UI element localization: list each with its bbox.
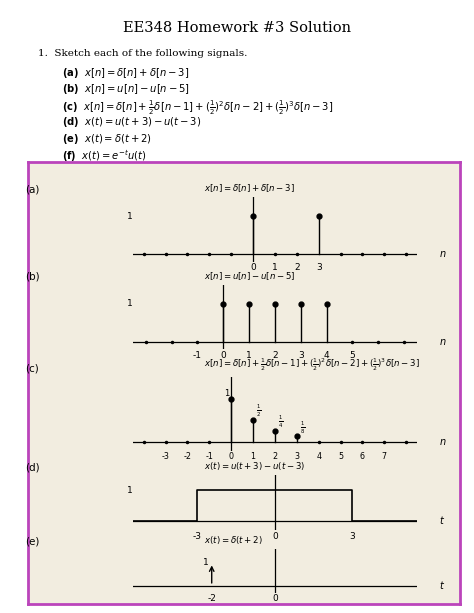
Text: 1.  Sketch each of the following signals.: 1. Sketch each of the following signals. xyxy=(38,49,247,58)
Text: 1: 1 xyxy=(127,212,133,221)
Text: 1: 1 xyxy=(127,300,133,308)
Text: $\frac{1}{2}$: $\frac{1}{2}$ xyxy=(256,403,262,419)
Text: t: t xyxy=(440,581,444,591)
Text: EE348 Homework #3 Solution: EE348 Homework #3 Solution xyxy=(123,21,351,36)
Text: $x(t)=u(t+3)-u(t-3)$: $x(t)=u(t+3)-u(t-3)$ xyxy=(204,460,305,472)
Text: (a): (a) xyxy=(25,184,39,194)
Text: $\mathbf{(d)}$  $x(t) = u(t+3) - u(t-3)$: $\mathbf{(d)}$ $x(t) = u(t+3) - u(t-3)$ xyxy=(62,115,201,129)
Text: (d): (d) xyxy=(25,462,39,472)
Text: (e): (e) xyxy=(25,536,39,546)
Text: $x[n]=\delta[n]+\frac{1}{2}\delta[n-1]+(\frac{1}{2})^2\delta[n-2]+(\frac{1}{2})^: $x[n]=\delta[n]+\frac{1}{2}\delta[n-1]+(… xyxy=(204,357,419,373)
Text: (b): (b) xyxy=(25,272,39,282)
Text: $\frac{1}{8}$: $\frac{1}{8}$ xyxy=(300,419,305,436)
Text: 1: 1 xyxy=(224,389,229,398)
Text: t: t xyxy=(440,516,444,526)
Text: $x[n]=u[n]-u[n-5]$: $x[n]=u[n]-u[n-5]$ xyxy=(204,270,295,282)
Text: $\mathbf{(c)}$  $x[n] = \delta[n] + \frac{1}{2}\delta[n-1] + (\frac{1}{2})^2\del: $\mathbf{(c)}$ $x[n] = \delta[n] + \frac… xyxy=(62,99,333,117)
Text: $\mathbf{(a)}$  $x[n] = \delta[n] + \delta[n-3]$: $\mathbf{(a)}$ $x[n] = \delta[n] + \delt… xyxy=(62,66,189,80)
Text: 1: 1 xyxy=(127,486,133,495)
Text: $\mathbf{(e)}$  $x(t) = \delta(t+2)$: $\mathbf{(e)}$ $x(t) = \delta(t+2)$ xyxy=(62,132,152,146)
Text: $x[n]=\delta[n]+\delta[n-3]$: $x[n]=\delta[n]+\delta[n-3]$ xyxy=(204,183,295,194)
Text: n: n xyxy=(440,249,446,259)
Text: $\mathbf{(b)}$  $x[n] = u[n] - u[n-5]$: $\mathbf{(b)}$ $x[n] = u[n] - u[n-5]$ xyxy=(62,82,190,96)
Text: $x(t)=\delta(t+2)$: $x(t)=\delta(t+2)$ xyxy=(204,535,263,546)
Text: 1: 1 xyxy=(203,558,209,567)
Text: $\frac{1}{4}$: $\frac{1}{4}$ xyxy=(278,414,283,430)
Text: $\mathbf{(f)}$  $x(t) = e^{-t}u(t)$: $\mathbf{(f)}$ $x(t) = e^{-t}u(t)$ xyxy=(62,148,146,164)
Text: n: n xyxy=(440,337,446,347)
Text: (c): (c) xyxy=(25,364,38,373)
Text: n: n xyxy=(440,437,446,447)
